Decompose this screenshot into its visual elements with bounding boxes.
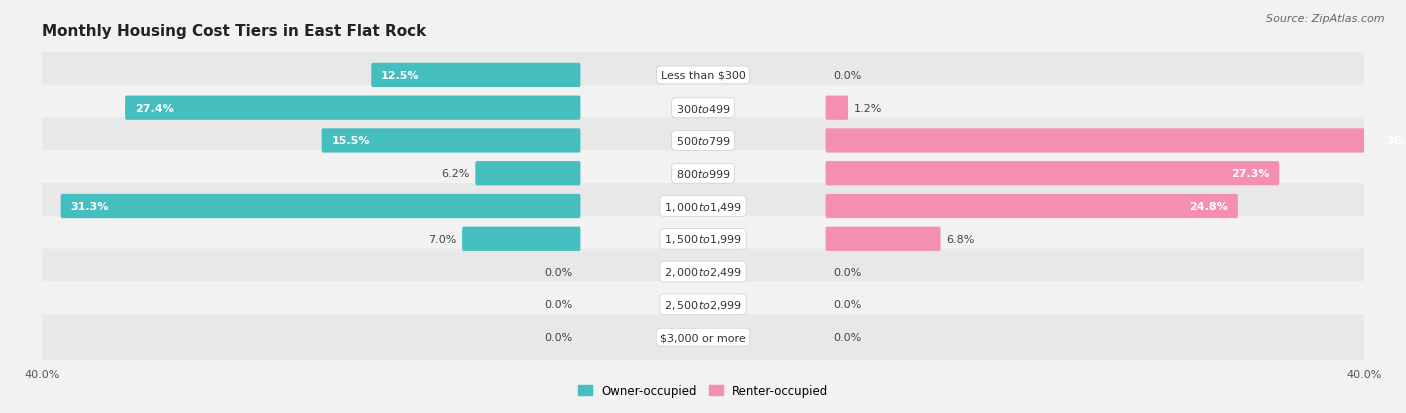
Text: $1,000 to $1,499: $1,000 to $1,499: [664, 200, 742, 213]
Text: Less than $300: Less than $300: [661, 71, 745, 81]
Text: 0.0%: 0.0%: [834, 71, 862, 81]
Text: $3,000 or more: $3,000 or more: [661, 332, 745, 342]
Text: 0.0%: 0.0%: [544, 267, 572, 277]
Text: 7.0%: 7.0%: [429, 234, 457, 244]
FancyBboxPatch shape: [31, 282, 1375, 328]
FancyBboxPatch shape: [31, 314, 1375, 360]
Text: 0.0%: 0.0%: [544, 299, 572, 310]
FancyBboxPatch shape: [125, 96, 581, 121]
FancyBboxPatch shape: [31, 118, 1375, 164]
Text: 0.0%: 0.0%: [834, 332, 862, 342]
FancyBboxPatch shape: [322, 129, 581, 153]
Legend: Owner-occupied, Renter-occupied: Owner-occupied, Renter-occupied: [572, 379, 834, 401]
FancyBboxPatch shape: [31, 151, 1375, 197]
FancyBboxPatch shape: [825, 96, 848, 121]
FancyBboxPatch shape: [31, 249, 1375, 295]
FancyBboxPatch shape: [825, 162, 1279, 186]
Text: Monthly Housing Cost Tiers in East Flat Rock: Monthly Housing Cost Tiers in East Flat …: [42, 24, 426, 39]
FancyBboxPatch shape: [31, 216, 1375, 262]
Text: $800 to $999: $800 to $999: [675, 168, 731, 180]
Text: $2,500 to $2,999: $2,500 to $2,999: [664, 298, 742, 311]
FancyBboxPatch shape: [371, 64, 581, 88]
Text: 1.2%: 1.2%: [853, 103, 882, 114]
Text: $300 to $499: $300 to $499: [675, 102, 731, 114]
Text: 36.7%: 36.7%: [1386, 136, 1406, 146]
FancyBboxPatch shape: [31, 53, 1375, 99]
FancyBboxPatch shape: [825, 227, 941, 251]
Text: 6.2%: 6.2%: [441, 169, 470, 179]
Text: 27.4%: 27.4%: [135, 103, 173, 114]
FancyBboxPatch shape: [825, 195, 1237, 218]
Text: 0.0%: 0.0%: [834, 267, 862, 277]
Text: 6.8%: 6.8%: [946, 234, 974, 244]
Text: 27.3%: 27.3%: [1232, 169, 1270, 179]
FancyBboxPatch shape: [463, 227, 581, 251]
FancyBboxPatch shape: [825, 129, 1406, 153]
Text: 0.0%: 0.0%: [544, 332, 572, 342]
FancyBboxPatch shape: [31, 184, 1375, 229]
Text: 31.3%: 31.3%: [70, 202, 108, 211]
Text: Source: ZipAtlas.com: Source: ZipAtlas.com: [1267, 14, 1385, 24]
FancyBboxPatch shape: [475, 162, 581, 186]
FancyBboxPatch shape: [31, 85, 1375, 131]
Text: 15.5%: 15.5%: [332, 136, 370, 146]
Text: $2,000 to $2,499: $2,000 to $2,499: [664, 266, 742, 278]
Text: 12.5%: 12.5%: [381, 71, 419, 81]
Text: 0.0%: 0.0%: [834, 299, 862, 310]
Text: $1,500 to $1,999: $1,500 to $1,999: [664, 233, 742, 246]
Text: $500 to $799: $500 to $799: [675, 135, 731, 147]
Text: 24.8%: 24.8%: [1189, 202, 1229, 211]
FancyBboxPatch shape: [60, 195, 581, 218]
